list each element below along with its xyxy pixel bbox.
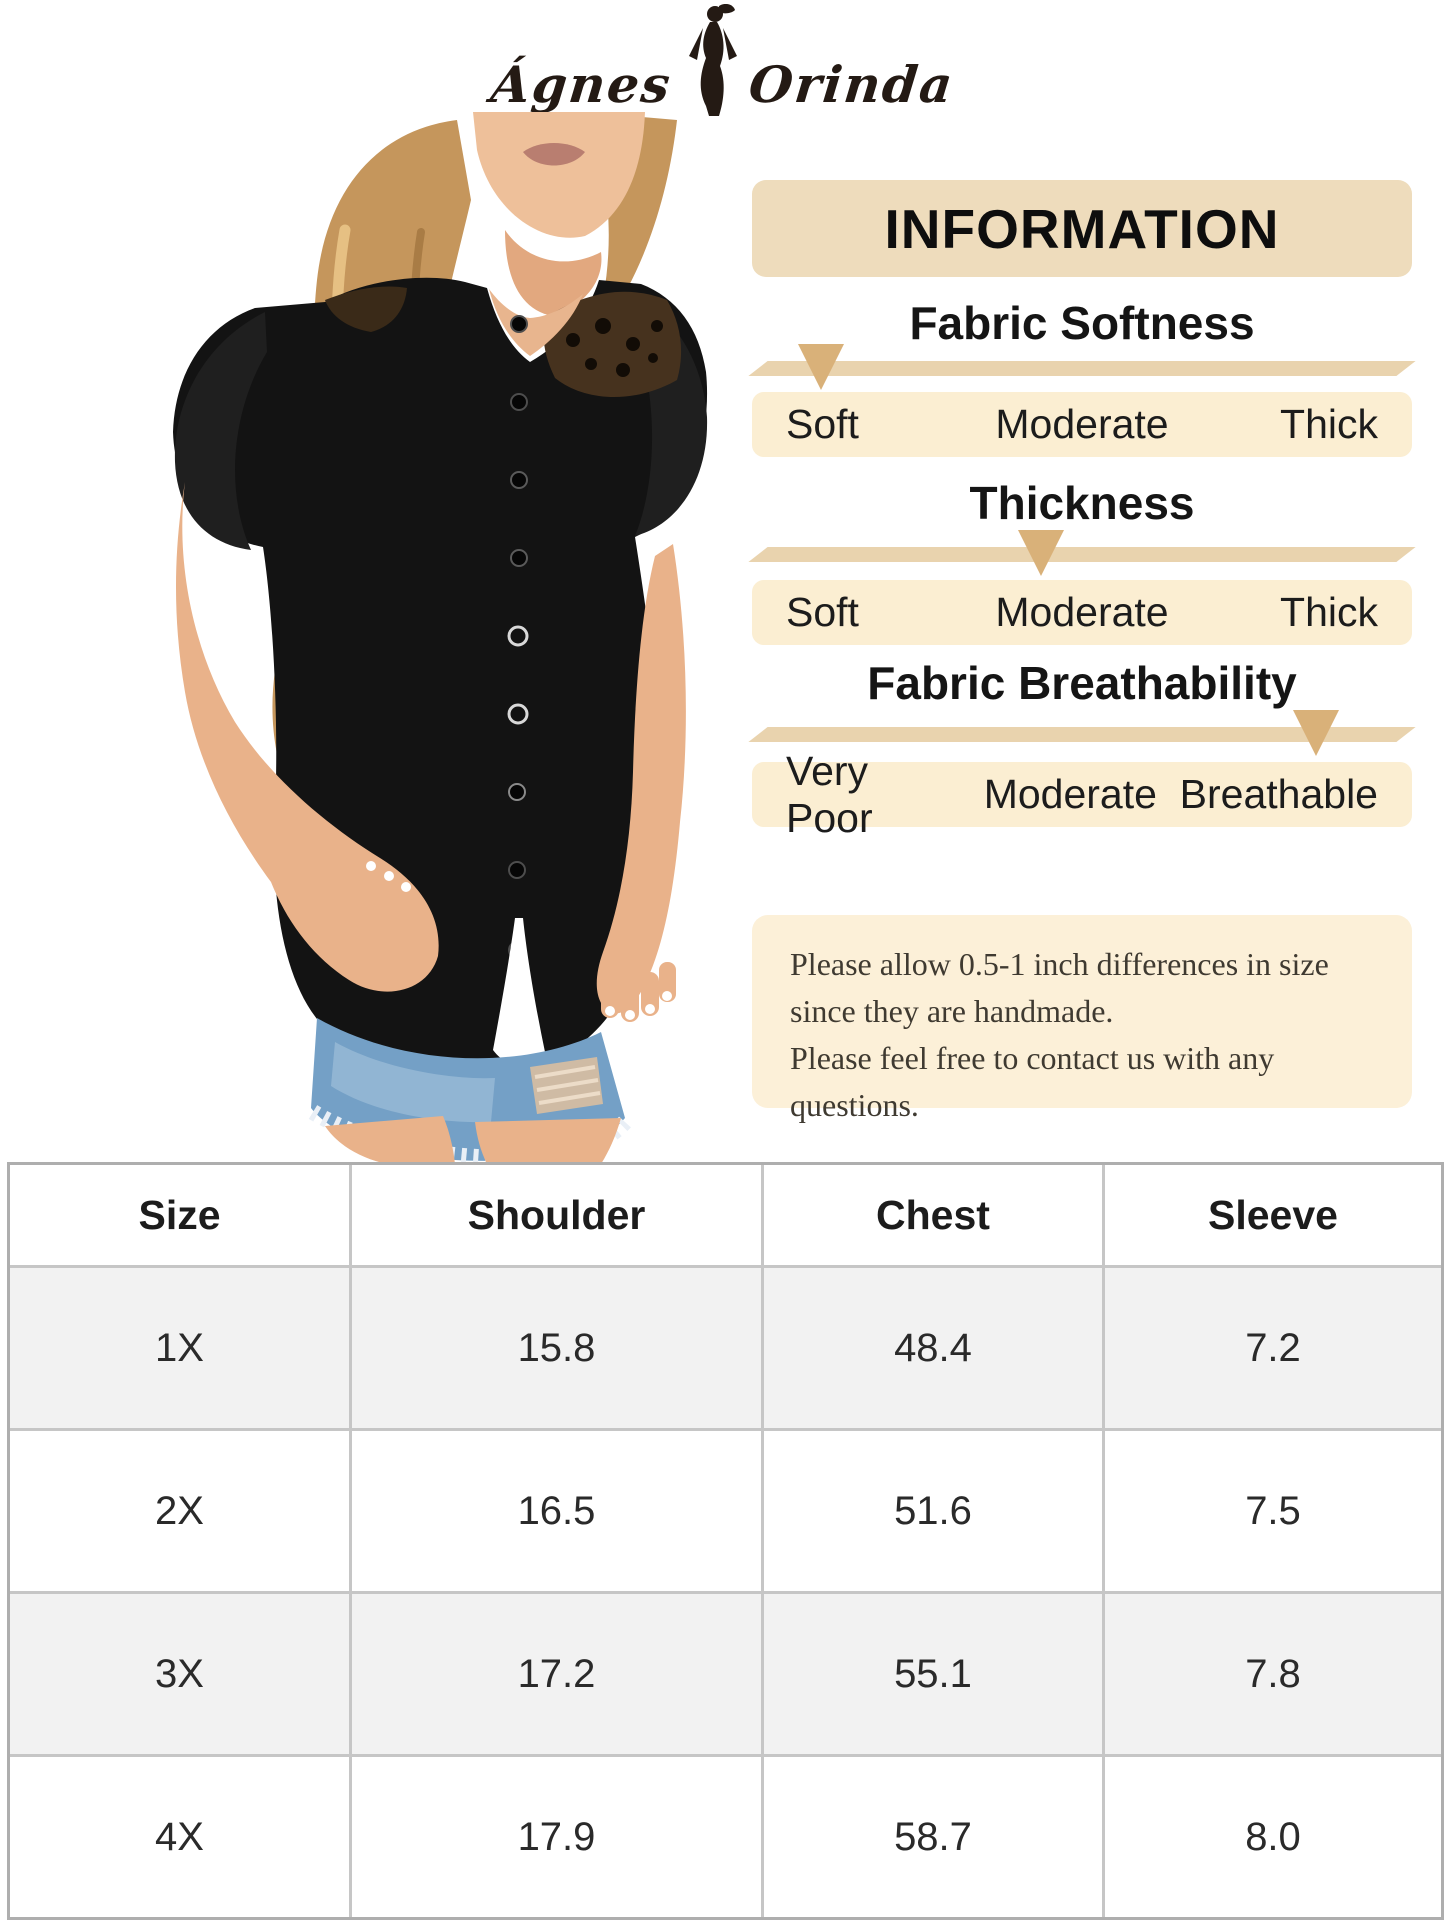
fabric-softness-labels: Soft Moderate Thick (752, 392, 1412, 457)
scale-label-right: Thick (1280, 589, 1378, 635)
fabric-breathability-slider (748, 710, 1416, 772)
info-panel: INFORMATION Fabric Softness Soft Moderat… (748, 0, 1416, 1200)
section-heading-fabric-breathability: Fabric Breathability (867, 657, 1297, 709)
brand-name-left: Ágnes (488, 55, 675, 114)
fabric-softness-slider (748, 344, 1416, 406)
table-cell: 8.0 (1102, 1754, 1441, 1917)
thickness-slider (748, 530, 1416, 592)
table-cell: 1X (10, 1265, 349, 1428)
table-cell: 51.6 (761, 1428, 1102, 1591)
brand-logo: Ágnes Orinda (0, 4, 1445, 116)
scale-label-left: Soft (786, 589, 859, 635)
scale-label-middle: Moderate (995, 401, 1169, 447)
slider-track (748, 361, 1416, 376)
table-cell: 48.4 (761, 1265, 1102, 1428)
slider-track (748, 547, 1416, 562)
scale-label-middle: Moderate (995, 589, 1169, 635)
table-cell: 17.9 (349, 1754, 761, 1917)
table-cell: 3X (10, 1591, 349, 1754)
note-line: Please feel free to contact us with any … (790, 1040, 1275, 1123)
table-cell: 2X (10, 1428, 349, 1591)
product-photo (25, 112, 715, 1167)
table-cell: 55.1 (761, 1591, 1102, 1754)
size-table-header-chest: Chest (761, 1165, 1102, 1265)
table-cell: 7.5 (1102, 1428, 1441, 1591)
table-cell: 15.8 (349, 1265, 761, 1428)
indicator-triangle-icon (798, 344, 845, 390)
table-cell: 4X (10, 1754, 349, 1917)
info-title: INFORMATION (752, 180, 1412, 277)
woman-silhouette-icon (689, 4, 738, 116)
table-cell: 17.2 (349, 1591, 761, 1754)
table-cell: 7.2 (1102, 1265, 1441, 1428)
table-cell: 7.8 (1102, 1591, 1441, 1754)
section-heading-thickness: Thickness (969, 477, 1195, 529)
note-line: Please allow 0.5-1 inch differences in s… (790, 946, 1329, 982)
scale-label-left: Very Poor (786, 747, 873, 841)
indicator-triangle-icon (1293, 710, 1340, 756)
scale-label-right: Thick (1280, 401, 1378, 447)
section-heading-fabric-softness: Fabric Softness (909, 297, 1255, 349)
size-table: Size Shoulder Chest Sleeve 1X 15.8 48.4 … (7, 1162, 1444, 1920)
table-cell: 58.7 (761, 1754, 1102, 1917)
thickness-labels: Soft Moderate Thick (752, 580, 1412, 645)
scale-label-middle: Moderate (983, 771, 1157, 817)
scale-label-left: Soft (786, 401, 859, 447)
size-table-header-size: Size (10, 1165, 349, 1265)
size-table-header-shoulder: Shoulder (349, 1165, 761, 1265)
fabric-breathability-labels: Very Poor Moderate Breathable (752, 748, 1412, 841)
table-cell: 16.5 (349, 1428, 761, 1591)
note-box: Please allow 0.5-1 inch differences in s… (752, 915, 1412, 1123)
scale-label-right: Breathable (1179, 771, 1378, 817)
indicator-triangle-icon (1018, 530, 1065, 576)
note-line: since they are handmade. (790, 993, 1114, 1029)
size-table-header-sleeve: Sleeve (1102, 1165, 1441, 1265)
